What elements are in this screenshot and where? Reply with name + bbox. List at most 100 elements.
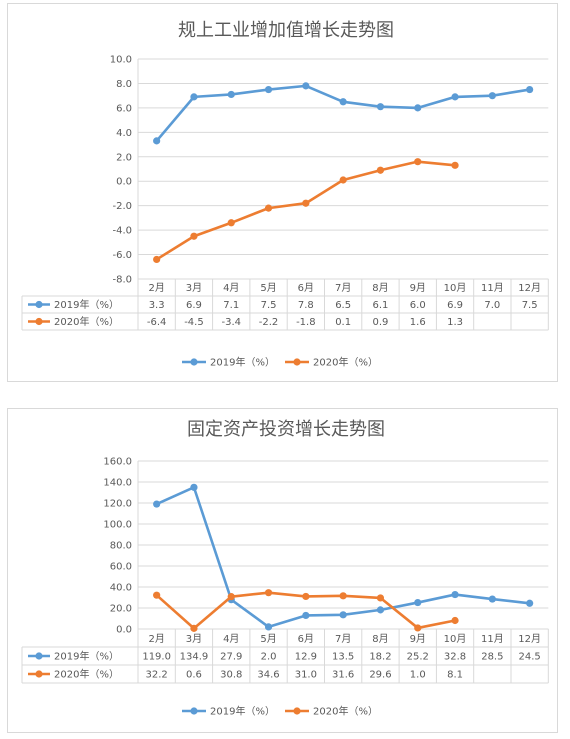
industrial-series-1-data-label: 6.1 [372,300,388,311]
industrial-series-1-row-name: 2019年（%） [54,298,119,311]
investment-chart-title: 固定资产投资增长走势图 [187,419,385,440]
industrial-series-1-data-label: 7.8 [298,300,314,311]
industrial-series-1-point [526,85,534,94]
investment-series-1-point [302,611,310,620]
industrial-series-2-data-label: 0.9 [372,317,388,328]
industrial-y-tick-label: 10.0 [110,55,132,66]
industrial-series-1-data-label: 6.9 [447,300,463,311]
investment-y-tick-label: 100.0 [103,520,132,531]
industrial-x-category-label: 12月 [518,282,541,294]
industrial-legend-label-1: 2019年（%） [210,356,275,369]
industrial-series-1-data-label: 6.0 [410,300,426,311]
industrial-series-2-data-label: -6.4 [147,317,167,328]
industrial-series-2-point [414,158,422,166]
industrial-x-category-label: 9月 [410,282,426,294]
investment-series-1-point [414,598,422,607]
industrial-series-2-point [339,176,347,184]
industrial-series-2-point [451,161,459,169]
investment-series-2-point [451,616,459,625]
industrial-series-1-point [376,103,385,111]
investment-series-2-point [339,592,347,600]
investment-series-2-row-name: 2020年（%） [54,668,119,681]
investment-series-1-data-label: 134.9 [180,652,209,663]
industrial-series-2-point [190,232,198,240]
industrial-x-category-label: 10月 [444,282,467,294]
investment-legend-label-1: 2019年（%） [210,705,275,718]
investment-y-tick-label: 160.0 [103,457,132,468]
investment-chart-svg: 固定资产投资增长走势图 0.0 20.0 40.0 60.0 80.0 100.0 120.0… [21,419,549,718]
investment-series-2-data-label: 32.2 [146,670,168,681]
investment-series-1-data-label: 13.5 [332,652,354,663]
industrial-x-category-label: 2月 [148,282,164,294]
industrial-y-tick-label: -4.0 [112,226,132,237]
investment-series-1-row-name: 2019年（%） [54,650,119,663]
industrial-chart-title: 规上工业增加值增长走势图 [178,20,394,41]
investment-series-1-point [190,483,198,491]
investment-series-1-point [376,606,385,614]
industrial-series-2-point [227,219,235,227]
investment-series-2-data-label: 29.6 [369,670,391,681]
investment-series-2-data-label: 1.0 [410,670,426,681]
industrial-x-category-label: 6月 [298,282,314,294]
investment-series-2-point [376,594,385,602]
industrial-x-category-label: 8月 [372,282,388,294]
industrial-y-tick-label: -8.0 [112,275,132,286]
investment-series-1-data-label: 32.8 [444,652,466,663]
investment-series-1-line [155,486,531,629]
industrial-y-tick-label: -2.0 [112,201,132,212]
investment-series-1-table-key-marker [35,652,43,660]
industrial-series-2-data-label: -4.5 [184,317,204,328]
industrial-series-2-data-label: -1.8 [296,317,316,328]
industrial-x-category-label: 5月 [260,282,276,294]
chart-panel-investment: 固定资产投资增长走势图 0.0 20.0 40.0 60.0 80.0 100.0 120.0… [7,408,558,733]
industrial-series-2-data-label: 1.6 [410,317,426,328]
investment-series-2-data-label: 30.8 [220,670,242,681]
industrial-series-1-data-label: 7.0 [484,300,500,311]
industrial-series-1-point [302,82,310,90]
investment-series-1-point [526,599,534,607]
investment-series-1-data-label: 18.2 [369,652,391,663]
industrial-series-1-data-label: 6.9 [186,300,202,311]
investment-series-1-data-label: 27.9 [220,652,242,663]
investment-x-category-label: 12月 [518,633,541,645]
investment-series-1-point [264,623,273,631]
investment-series-2-point [414,624,422,632]
investment-legend-marker-2 [293,707,301,715]
investment-y-tick-label: 80.0 [110,541,132,552]
chart-panel-industrial: 规上工业增加值增长走势图 -8.0 -6.0 -4.0 -2.0 0.0 2.0 4.0 6.0… [7,3,558,382]
industrial-legend-label-2: 2020年（%） [313,356,378,369]
industrial-series-2-data-label: 0.1 [335,317,351,328]
investment-x-category-label: 9月 [410,633,426,645]
industrial-series-2-point [153,255,161,264]
investment-series-1-data-label: 2.0 [261,652,277,663]
investment-series-2-point [190,624,198,632]
industrial-y-tick-label: 8.0 [116,79,132,90]
investment-series-2-data-label: 34.6 [257,670,279,681]
industrial-series-1-point [264,85,273,94]
investment-series-2-point [264,589,273,597]
investment-series-1-data-label: 24.5 [519,652,541,663]
investment-series-2-data-label: 0.6 [186,670,202,681]
investment-y-tick-label: 20.0 [110,604,132,615]
investment-series-2-point [302,592,310,601]
industrial-series-1-point [227,90,235,99]
investment-y-tick-label: 140.0 [103,478,132,489]
investment-x-category-label: 2月 [148,633,164,645]
industrial-x-category-label: 11月 [481,282,504,294]
investment-series-1-data-label: 25.2 [407,652,429,663]
industrial-y-tick-label: 2.0 [116,152,132,163]
industrial-series-2-data-label: -3.4 [221,317,241,328]
industrial-y-tick-label: 0.0 [116,177,132,188]
investment-x-category-label: 11月 [481,633,504,645]
industrial-series-1-table-key-marker [35,300,43,309]
investment-series-2-table-key-marker [35,670,43,678]
investment-series-2-data-label: 31.0 [295,670,317,681]
industrial-series-1-point [488,92,496,100]
investment-x-category-label: 4月 [223,633,239,645]
industrial-series-2-line [155,160,457,261]
industrial-legend-marker-2 [293,358,301,366]
industrial-y-tick-label: -6.0 [112,250,132,261]
industrial-series-2-point [264,204,273,212]
investment-series-1-point [451,590,459,599]
investment-legend-label-2: 2020年（%） [313,705,378,718]
